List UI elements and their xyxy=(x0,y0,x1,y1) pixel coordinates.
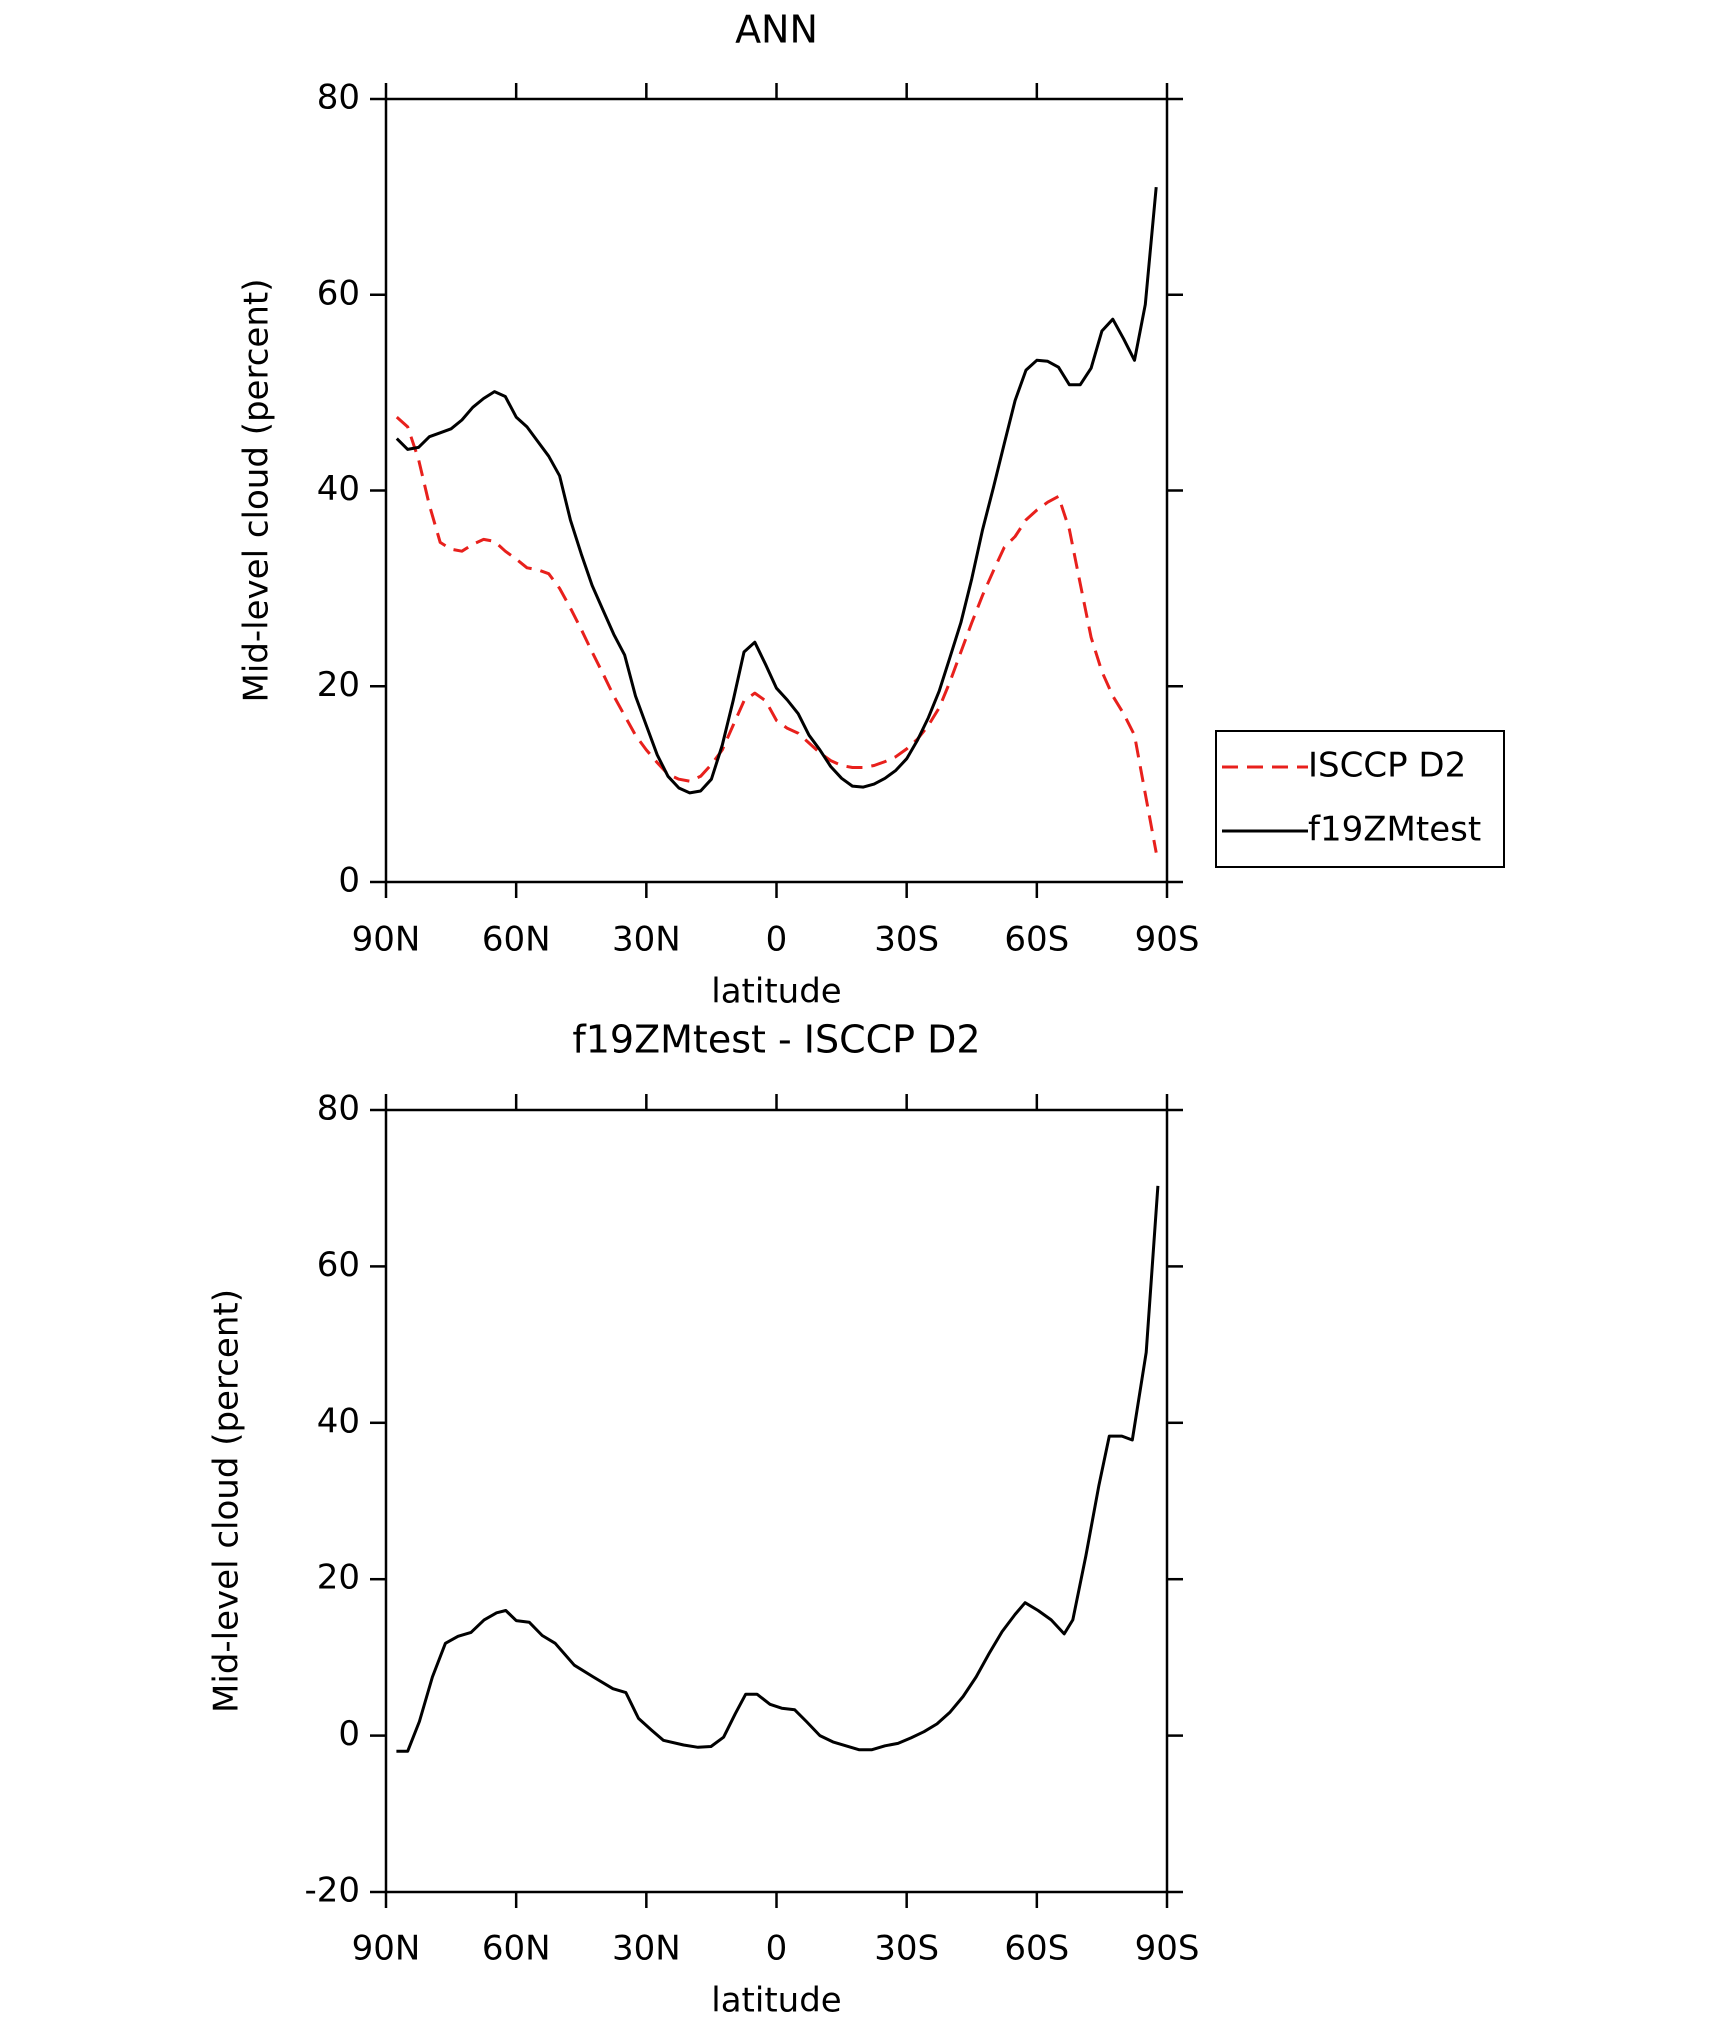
data-line xyxy=(396,1185,1160,1753)
x-tick-label: 60N xyxy=(482,920,551,960)
x-tick-label: 90N xyxy=(352,1929,421,1969)
legend-label: f19ZMtest xyxy=(1308,810,1481,850)
chart-title: ANN xyxy=(735,8,818,52)
legend-label: ISCCP D2 xyxy=(1308,746,1466,786)
y-tick-label: 60 xyxy=(317,1245,360,1285)
x-tick-label: 0 xyxy=(766,1929,788,1969)
y-axis-label: Mid-level cloud (percent) xyxy=(237,279,277,703)
y-tick-label: 60 xyxy=(317,273,360,313)
y-tick-label: 20 xyxy=(317,1558,360,1598)
data-line xyxy=(395,415,1158,853)
y-tick-label: 0 xyxy=(338,861,360,901)
x-tick-label: 30N xyxy=(612,920,681,960)
x-tick-label: 90S xyxy=(1135,920,1200,960)
y-tick-label: 80 xyxy=(317,1089,360,1129)
y-tick-label: 0 xyxy=(338,1714,360,1754)
x-tick-label: 30S xyxy=(874,1929,939,1969)
y-tick-label: 40 xyxy=(317,469,360,509)
x-axis-label: latitude xyxy=(711,1981,841,2021)
y-tick-label: -20 xyxy=(304,1871,360,1911)
x-tick-label: 60S xyxy=(1004,920,1069,960)
x-tick-label: 60S xyxy=(1004,1929,1069,1969)
x-tick-label: 90S xyxy=(1135,1929,1200,1969)
x-tick-label: 90N xyxy=(352,920,421,960)
y-tick-label: 20 xyxy=(317,665,360,705)
y-axis-label: Mid-level cloud (percent) xyxy=(207,1289,247,1713)
x-tick-label: 30S xyxy=(874,920,939,960)
data-line xyxy=(395,186,1158,795)
x-axis-label: latitude xyxy=(711,972,841,1012)
x-tick-label: 60N xyxy=(482,1929,551,1969)
chart-title: f19ZMtest - ISCCP D2 xyxy=(572,1018,980,1062)
legend-box xyxy=(1215,730,1505,868)
y-tick-label: 80 xyxy=(317,78,360,118)
plot-frame xyxy=(384,97,1169,884)
y-tick-label: 40 xyxy=(317,1401,360,1441)
plot-frame xyxy=(384,1108,1169,1894)
x-tick-label: 0 xyxy=(766,920,788,960)
x-tick-label: 30N xyxy=(612,1929,681,1969)
